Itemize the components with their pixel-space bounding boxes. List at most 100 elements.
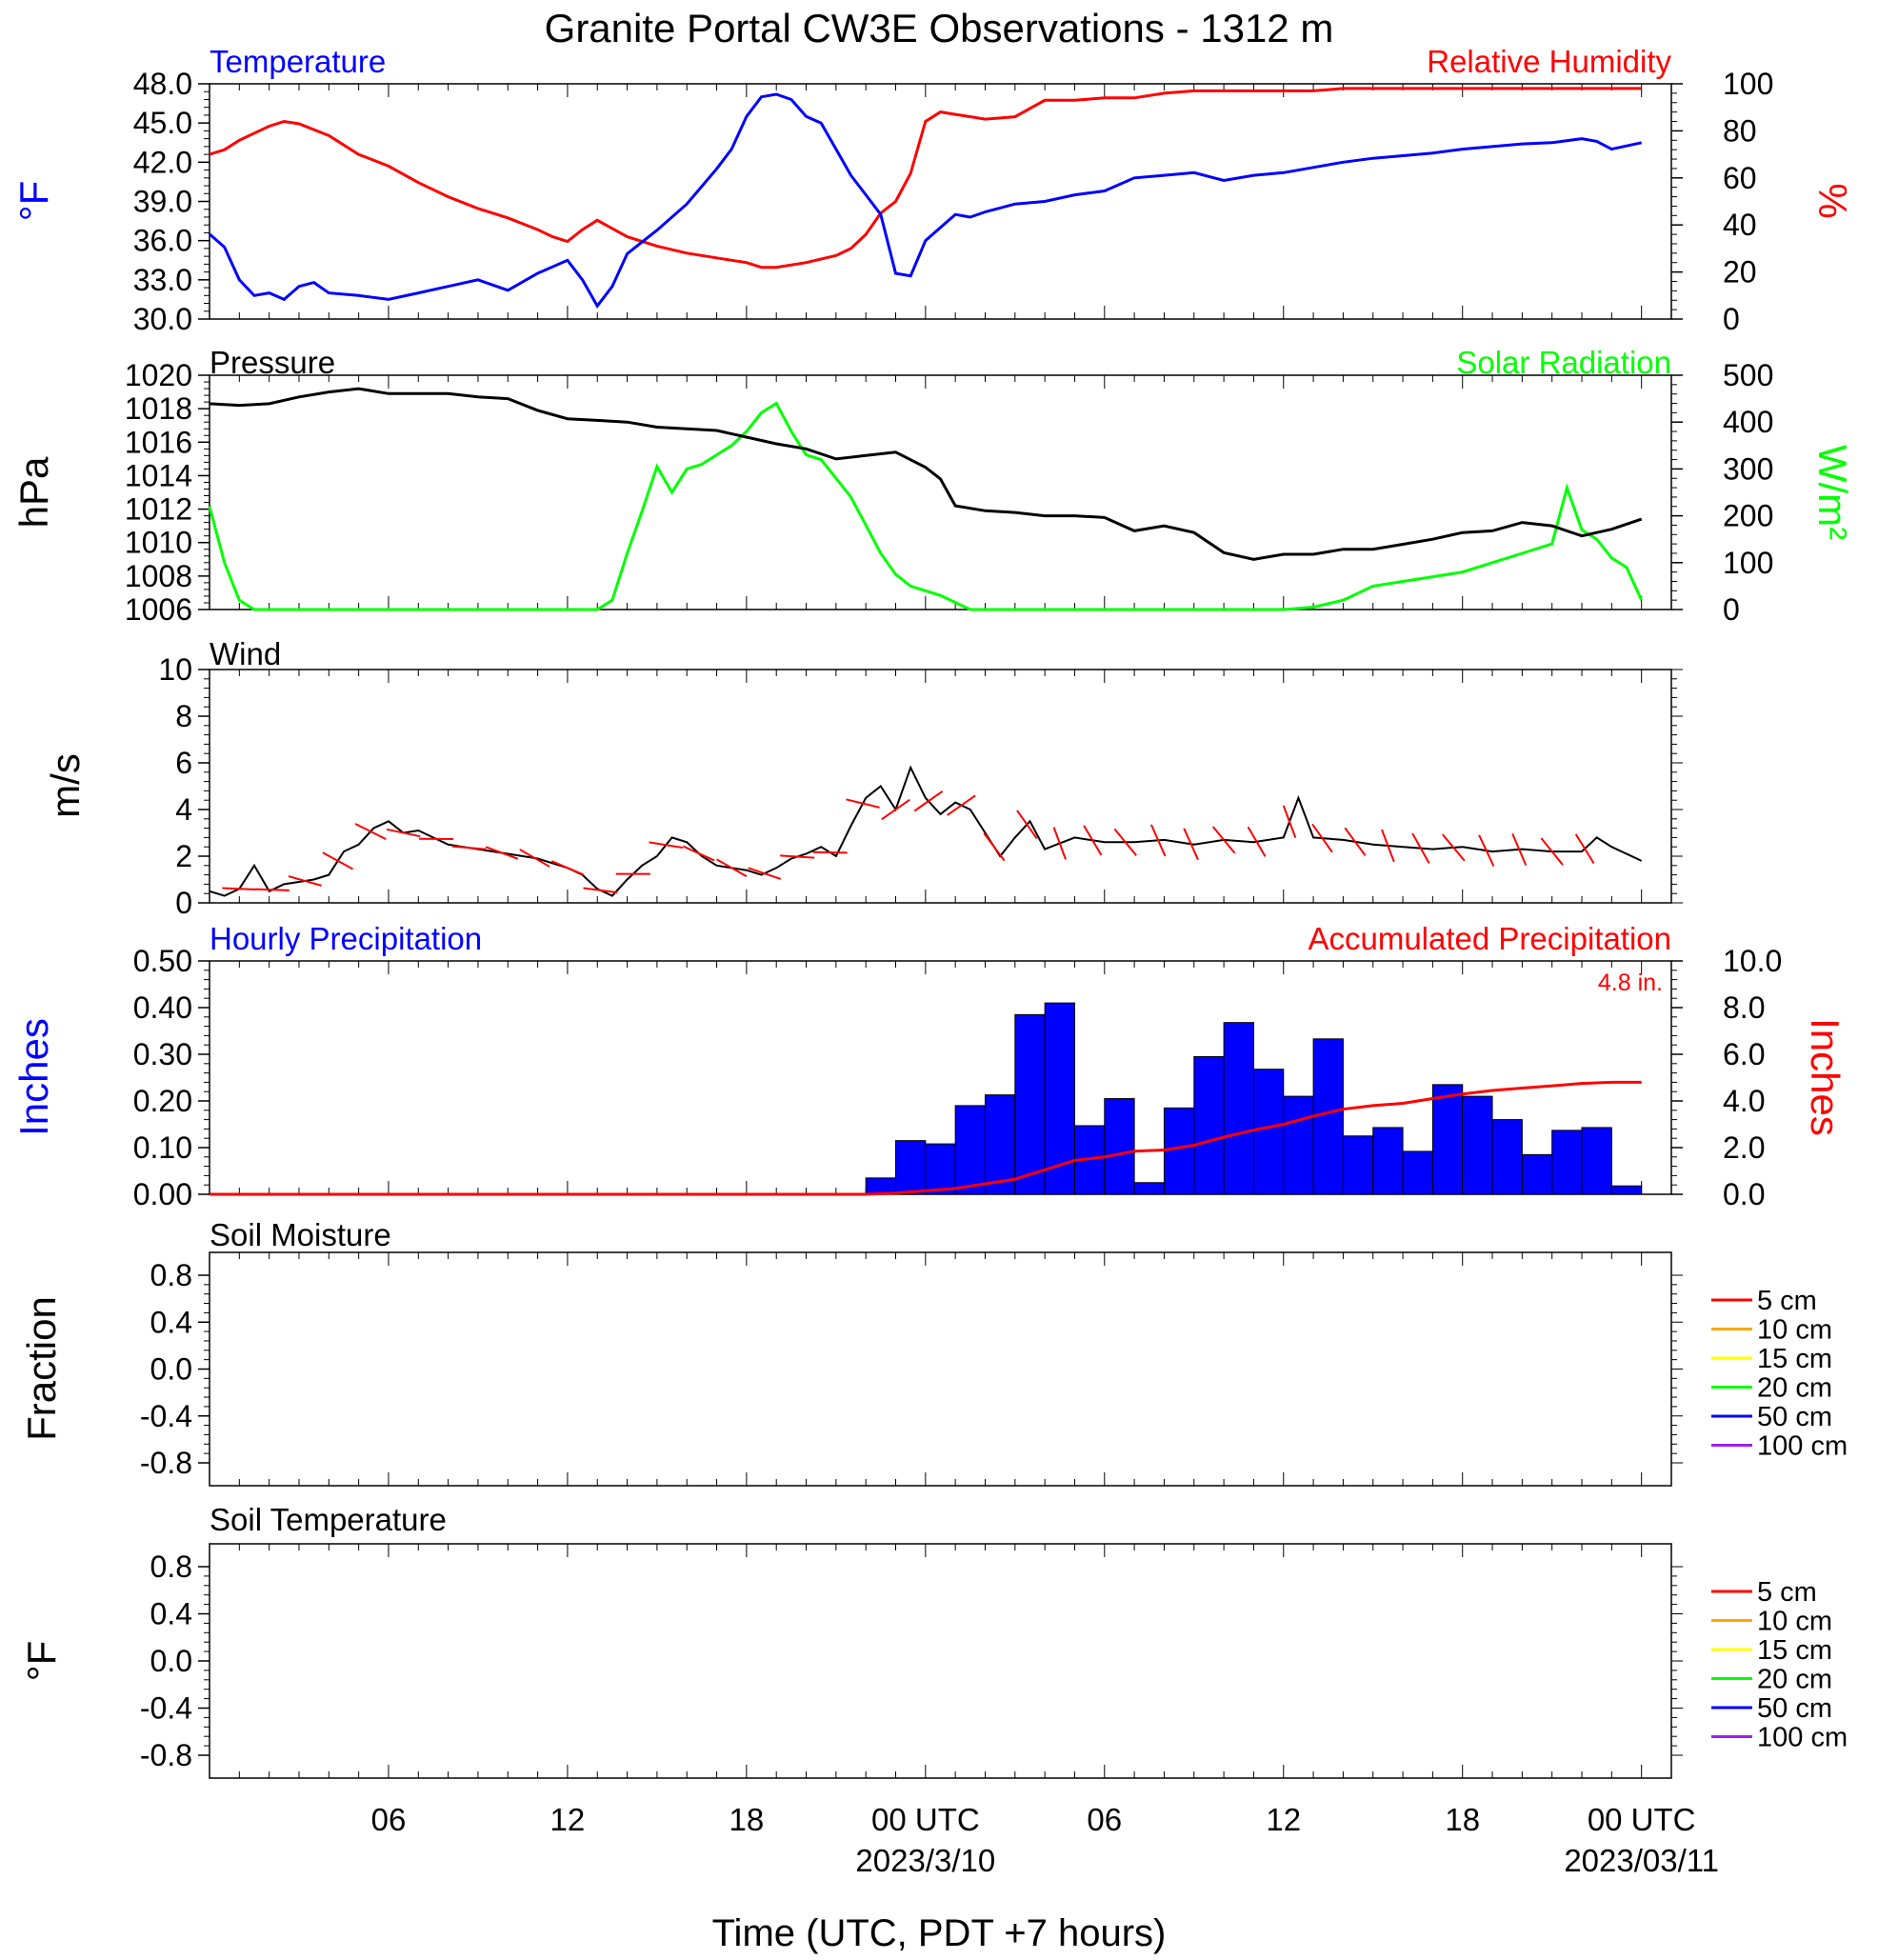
precip-bar xyxy=(1194,1056,1224,1194)
y-tick-label: 0.20 xyxy=(133,1084,192,1118)
y-tick-label: 0.0 xyxy=(150,1644,192,1678)
soil-moisture-title: Soil Moisture xyxy=(210,1217,391,1252)
precip-bar xyxy=(1105,1099,1134,1194)
wind-barb xyxy=(847,799,880,807)
wind-barb xyxy=(1017,810,1037,838)
legend-label: 100 cm xyxy=(1757,1431,1848,1462)
soil-temperature-axis-label: °F xyxy=(19,1641,64,1681)
precip-bar xyxy=(1432,1085,1462,1194)
y-tick-label: 1010 xyxy=(125,526,192,560)
pressure-series-line xyxy=(210,389,1642,559)
y-tick-label: 60 xyxy=(1723,161,1757,195)
y-tick-label: -0.4 xyxy=(140,1399,192,1433)
hourly-precip-axis-label: Inches xyxy=(11,1018,56,1136)
y-tick-label: 0.40 xyxy=(133,990,192,1025)
wind-barb xyxy=(813,852,848,853)
y-tick-label: 8.0 xyxy=(1723,990,1765,1025)
wind-barb xyxy=(355,824,386,839)
humidity-title: Relative Humidity xyxy=(1427,44,1671,79)
panel-temperature: Temperature Relative Humidity °F % 48.0 4… xyxy=(11,44,1855,336)
wind-title: Wind xyxy=(210,636,281,671)
y-tick-label: 4.0 xyxy=(1723,1084,1765,1118)
figure-title: Granite Portal CW3E Observations - 1312 … xyxy=(545,6,1334,50)
soil-temperature-x-ticks xyxy=(210,1544,1642,1778)
y-tick-label: 0.8 xyxy=(150,1550,192,1584)
y-tick-label: 10.0 xyxy=(1723,944,1782,978)
precip-bar xyxy=(1611,1186,1641,1194)
wind-barb xyxy=(649,842,684,848)
y-tick-label: 0.0 xyxy=(1723,1177,1765,1211)
y-tick-label: 0.8 xyxy=(150,1258,192,1292)
y-tick-label: -0.8 xyxy=(140,1738,192,1772)
x-tick-label: 06 xyxy=(1087,1802,1122,1837)
y-tick-label: 1018 xyxy=(125,391,192,426)
precip-bar xyxy=(1313,1039,1343,1194)
y-tick-label: 4 xyxy=(175,792,192,827)
y-tick-label: -0.4 xyxy=(140,1691,192,1726)
wind-barb xyxy=(780,855,814,857)
x-tick-label: 18 xyxy=(1445,1802,1480,1837)
hourly-precip-y-ticks: 0.500.400.300.200.100.00 xyxy=(133,944,210,1211)
precip-bar xyxy=(896,1141,926,1194)
x-tick-label: 12 xyxy=(550,1802,586,1837)
y-tick-label: 0.50 xyxy=(133,944,192,978)
precip-bar xyxy=(1373,1128,1403,1194)
precip-bar xyxy=(1224,1023,1253,1194)
precip-bar xyxy=(1284,1096,1313,1194)
soil-temperature-y-ticks: 0.80.40.0-0.4-0.8 xyxy=(140,1550,1683,1772)
y-tick-label: 1012 xyxy=(125,492,192,527)
legend-label: 15 cm xyxy=(1757,1344,1832,1374)
y-tick-label: 2 xyxy=(175,839,192,873)
wind-barb xyxy=(749,868,781,879)
legend-label: 15 cm xyxy=(1757,1635,1832,1666)
y-tick-label: 500 xyxy=(1723,358,1773,392)
temperature-axis-label: °F xyxy=(11,181,56,221)
accum-precip-total: 4.8 in. xyxy=(1598,970,1663,996)
wind-barb xyxy=(584,888,618,892)
temperature-title: Temperature xyxy=(210,44,386,79)
pressure-x-ticks xyxy=(210,375,1642,610)
y-tick-label: 0 xyxy=(1723,302,1740,336)
soil-moisture-y-ticks: 0.80.40.0-0.4-0.8 xyxy=(140,1258,1683,1480)
wind-barb xyxy=(1345,828,1365,855)
y-tick-label: 10 xyxy=(158,652,192,687)
hourly-precip-title: Hourly Precipitation xyxy=(210,921,482,956)
wind-barb xyxy=(683,847,714,861)
y-tick-label: 42.0 xyxy=(133,145,192,179)
y-tick-label: 0.00 xyxy=(133,1177,192,1211)
legend-label: 10 cm xyxy=(1757,1315,1832,1346)
precip-bar xyxy=(1015,1014,1045,1194)
wind-barb xyxy=(717,859,747,876)
y-tick-label: 48.0 xyxy=(133,67,192,101)
wind-barb xyxy=(289,876,322,886)
legend-label: 50 cm xyxy=(1757,1402,1832,1432)
solar-axis-label: W/m² xyxy=(1810,445,1855,540)
wind-barbs xyxy=(222,791,1593,892)
precip-bar xyxy=(1552,1130,1582,1194)
x-axis-title: Time (UTC, PDT +7 hours) xyxy=(712,1912,1167,1954)
wind-barb xyxy=(486,847,518,859)
y-tick-label: 0.4 xyxy=(150,1305,192,1339)
soil-moisture-x-ticks xyxy=(210,1252,1642,1486)
y-tick-label: 6 xyxy=(175,746,192,780)
x-tick-label: 12 xyxy=(1266,1802,1301,1837)
solar-title: Solar Radiation xyxy=(1456,345,1671,380)
accum-precip-axis-label: Inches xyxy=(1803,1018,1848,1136)
humidity-axis-label: % xyxy=(1810,183,1855,218)
y-tick-label: 30.0 xyxy=(133,302,192,336)
precip-bar xyxy=(1492,1120,1522,1194)
temperature-plot-frame xyxy=(210,84,1671,319)
y-tick-label: 36.0 xyxy=(133,224,192,258)
y-tick-label: 100 xyxy=(1723,67,1773,101)
y-tick-label: 200 xyxy=(1723,499,1773,533)
accum-precip-y-ticks: 10.08.06.04.02.00.0 xyxy=(1671,944,1782,1211)
panel-soil-moisture: Soil Moisture Fraction 0.80.40.0-0.4-0.8… xyxy=(19,1217,1848,1486)
x-tick-date-label: 2023/03/11 xyxy=(1564,1843,1719,1878)
y-tick-label: 80 xyxy=(1723,113,1757,148)
